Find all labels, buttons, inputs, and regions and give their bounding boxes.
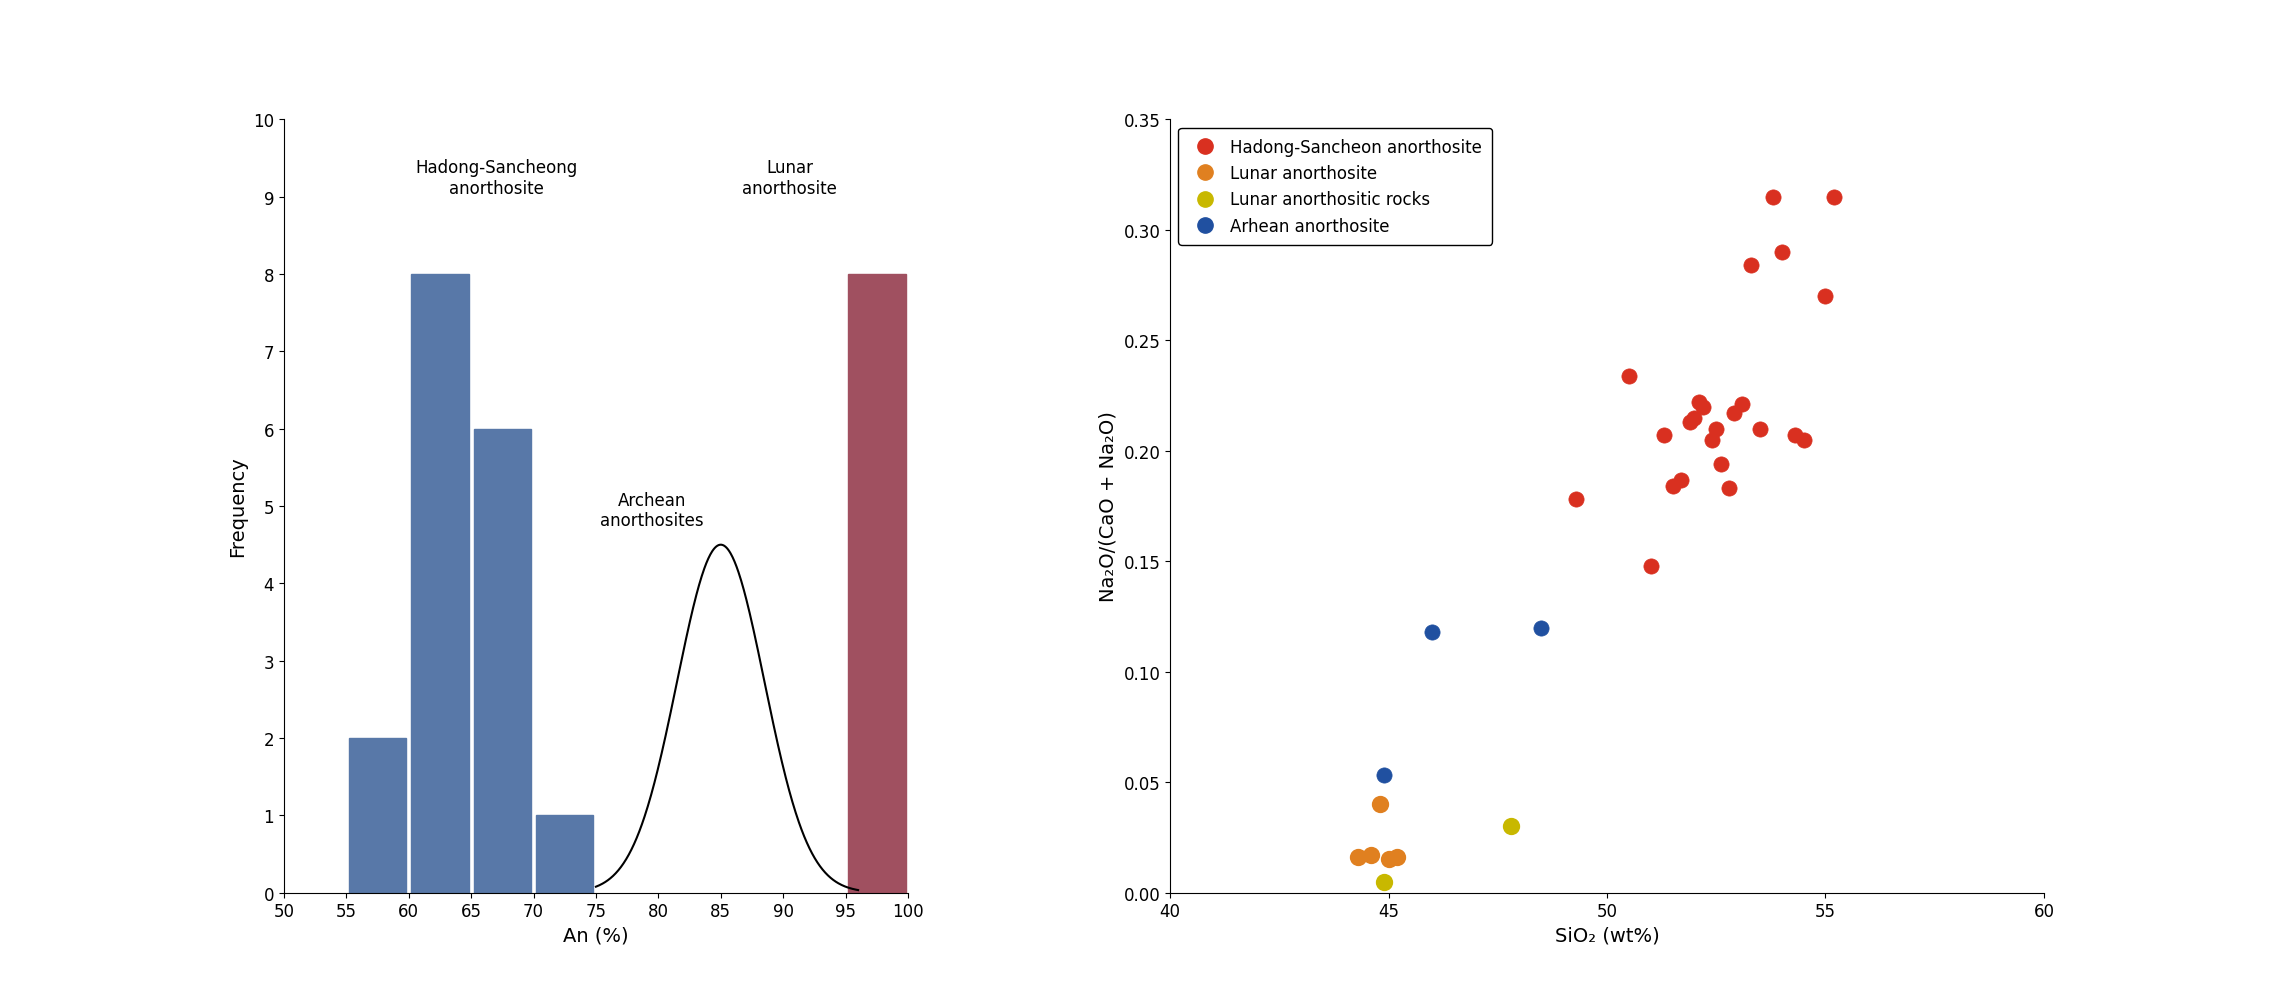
Point [1765,245,1801,261]
Point [1703,456,1740,472]
Legend: Hadong-Sancheon anorthosite, Lunar anorthosite, Lunar anorthositic rocks, Arhean: Hadong-Sancheon anorthosite, Lunar anort… [1179,128,1492,246]
Bar [350,738,407,893]
Y-axis label: Na₂O/(CaO + Na₂O): Na₂O/(CaO + Na₂O) [1099,411,1117,602]
Text: Lunar
anorthosite: Lunar anorthosite [743,158,836,198]
Point [1742,421,1778,437]
Bar [536,815,593,893]
Point [1776,428,1812,444]
Bar [475,429,531,893]
Point [1369,852,1406,868]
Point [1755,190,1792,206]
X-axis label: An (%): An (%) [563,926,629,945]
Point [1710,480,1746,496]
Point [1733,258,1769,274]
Bar [411,275,468,893]
Point [1378,850,1415,866]
Point [1676,410,1712,426]
Point [1817,190,1853,206]
Text: Archean
anorthosites: Archean anorthosites [600,491,704,530]
Point [1785,432,1821,448]
Point [1694,432,1731,448]
Point [1492,818,1528,834]
Point [1724,397,1760,413]
Point [1808,289,1844,305]
Point [1340,850,1376,866]
Y-axis label: Frequency: Frequency [229,456,248,557]
X-axis label: SiO₂ (wt%): SiO₂ (wt%) [1556,926,1660,945]
Point [1524,620,1560,636]
Point [1715,406,1751,422]
Point [1367,874,1403,890]
Point [1633,558,1669,574]
Point [1681,395,1717,411]
Point [1558,491,1594,508]
Text: Hadong-Sancheong
anorthosite: Hadong-Sancheong anorthosite [416,158,577,198]
Point [1646,428,1683,444]
Point [1610,368,1646,384]
Point [1653,478,1690,494]
Point [1662,472,1699,488]
Bar [847,275,906,893]
Point [1367,767,1403,783]
Point [1671,414,1708,430]
Point [1354,848,1390,864]
Point [1415,624,1451,640]
Point [1685,399,1721,415]
Point [1699,421,1735,437]
Point [1363,796,1399,812]
